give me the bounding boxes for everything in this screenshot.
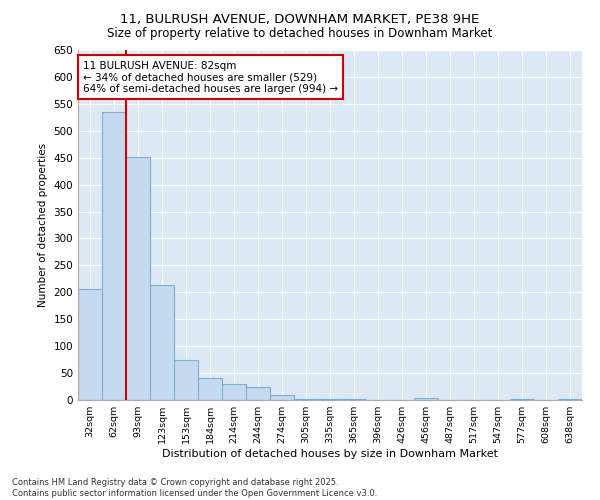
Y-axis label: Number of detached properties: Number of detached properties	[38, 143, 48, 307]
Bar	[558, 399, 582, 400]
Bar	[150, 286, 174, 400]
Bar	[294, 399, 318, 400]
Bar	[198, 378, 222, 400]
Bar	[510, 399, 534, 400]
Bar	[222, 384, 246, 400]
Bar	[414, 398, 438, 400]
Text: 11, BULRUSH AVENUE, DOWNHAM MARKET, PE38 9HE: 11, BULRUSH AVENUE, DOWNHAM MARKET, PE38…	[121, 12, 479, 26]
Text: Size of property relative to detached houses in Downham Market: Size of property relative to detached ho…	[107, 28, 493, 40]
Bar	[126, 156, 150, 400]
Text: 11 BULRUSH AVENUE: 82sqm
← 34% of detached houses are smaller (529)
64% of semi-: 11 BULRUSH AVENUE: 82sqm ← 34% of detach…	[83, 60, 338, 94]
Bar	[102, 112, 126, 400]
Bar	[174, 360, 198, 400]
Bar	[246, 386, 270, 400]
X-axis label: Distribution of detached houses by size in Downham Market: Distribution of detached houses by size …	[162, 449, 498, 459]
Bar	[318, 399, 342, 400]
Bar	[270, 394, 294, 400]
Bar	[78, 288, 102, 400]
Text: Contains HM Land Registry data © Crown copyright and database right 2025.
Contai: Contains HM Land Registry data © Crown c…	[12, 478, 377, 498]
